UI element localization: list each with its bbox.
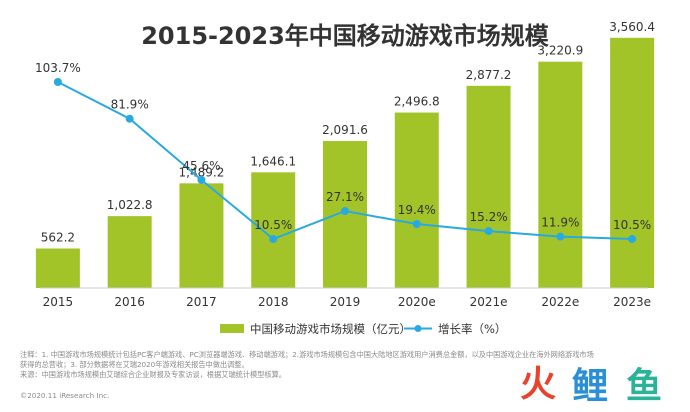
legend-bar-swatch (220, 324, 244, 333)
bar-2015 (35, 248, 80, 288)
rate-point-2017 (197, 175, 206, 184)
bar-2023e (610, 37, 655, 289)
x-tick-label: 2016 (114, 295, 145, 309)
rate-point-2015 (53, 78, 62, 86)
rate-value-label: 11.9% (541, 216, 579, 230)
bar-series: 562.21,022.81,489.21,646.12,091.62,496.8… (35, 20, 655, 289)
rate-point-2020e (412, 220, 421, 229)
rate-point-2021e (484, 227, 493, 236)
note-line-1: 注释：1. 中国游戏市场规模统计包括PC客户端游戏、PC浏览器端游戏、移动端游戏… (20, 350, 594, 359)
rate-value-label: 10.5% (254, 218, 292, 232)
x-tick-label: 2019 (330, 295, 361, 309)
x-tick-label: 2018 (258, 295, 289, 309)
rate-point-2022e (556, 232, 565, 241)
chart-title: 2015-2023年中国移动游戏市场规模 (141, 22, 550, 50)
bar-value-label: 2,091.6 (322, 123, 368, 137)
legend: 中国移动游戏市场规模（亿元） 增长率（%） (220, 322, 506, 336)
bar-2016 (107, 216, 152, 288)
bar-value-label: 2,496.8 (394, 95, 440, 109)
watermark-char-2: 鲤 (572, 366, 608, 407)
rate-value-label: 27.1% (326, 190, 364, 204)
legend-bar-label: 中国移动游戏市场规模（亿元） (250, 322, 411, 336)
legend-line-label: 增长率（%） (438, 322, 506, 336)
rate-value-label: 45.6% (182, 159, 220, 173)
x-tick-label: 2017 (186, 295, 217, 309)
bar-2018 (251, 172, 296, 288)
watermark-char-1: 火 (520, 364, 556, 405)
bar-value-label: 3,560.4 (609, 20, 655, 34)
rate-value-label: 19.4% (398, 203, 436, 217)
bar-value-label: 562.2 (41, 230, 75, 244)
rate-series: 103.7% 81.9% 45.6% 10.5% 27.1% 19.4% 15.2% 11.9… (35, 61, 651, 243)
x-tick-label: 2015 (43, 295, 74, 309)
note-line-3: 来源：中国游戏市场规模由艾瑞综合企业财报及专家访谈，根据艾瑞统计模型核算。 (20, 370, 286, 379)
bar-2017 (179, 183, 224, 288)
rate-point-2016 (125, 114, 134, 123)
legend-line-marker (414, 325, 422, 332)
bar-2021e (466, 85, 511, 288)
rate-point-2019 (341, 207, 349, 216)
rate-value-label: 81.9% (111, 98, 149, 112)
x-tick-label: 2021e (470, 295, 508, 309)
x-tick-label: 2022e (541, 295, 579, 309)
watermark-char-3: 鱼 (626, 366, 662, 407)
rate-point-2023e (628, 235, 637, 243)
bar-value-label: 3,220.9 (537, 44, 583, 58)
bar-2022e (538, 61, 583, 288)
copyright-text: ©2020.11 iResearch Inc. (20, 391, 109, 400)
x-axis-ticks: 2015 2016 2017 2018 2019 2020e 2021e 2022e 2023e (43, 295, 651, 309)
bar-value-label: 1,022.8 (107, 198, 153, 212)
note-line-2: 获得的总营收；3. 部分数据将在艾瑞2020年游戏相关报告中做出调整。 (20, 360, 249, 369)
x-tick-label: 2020e (398, 295, 436, 309)
bar-value-label: 1,646.1 (250, 154, 296, 168)
watermark-logo: 火 鲤 鱼 (520, 364, 662, 407)
rate-point-2018 (269, 235, 278, 243)
rate-value-label: 10.5% (613, 218, 651, 232)
x-tick-label: 2023e (613, 295, 651, 309)
rate-value-label: 103.7% (35, 61, 81, 75)
bar-2020e (394, 112, 439, 288)
bar-value-label: 2,877.2 (466, 68, 512, 82)
rate-value-label: 15.2% (469, 210, 507, 224)
